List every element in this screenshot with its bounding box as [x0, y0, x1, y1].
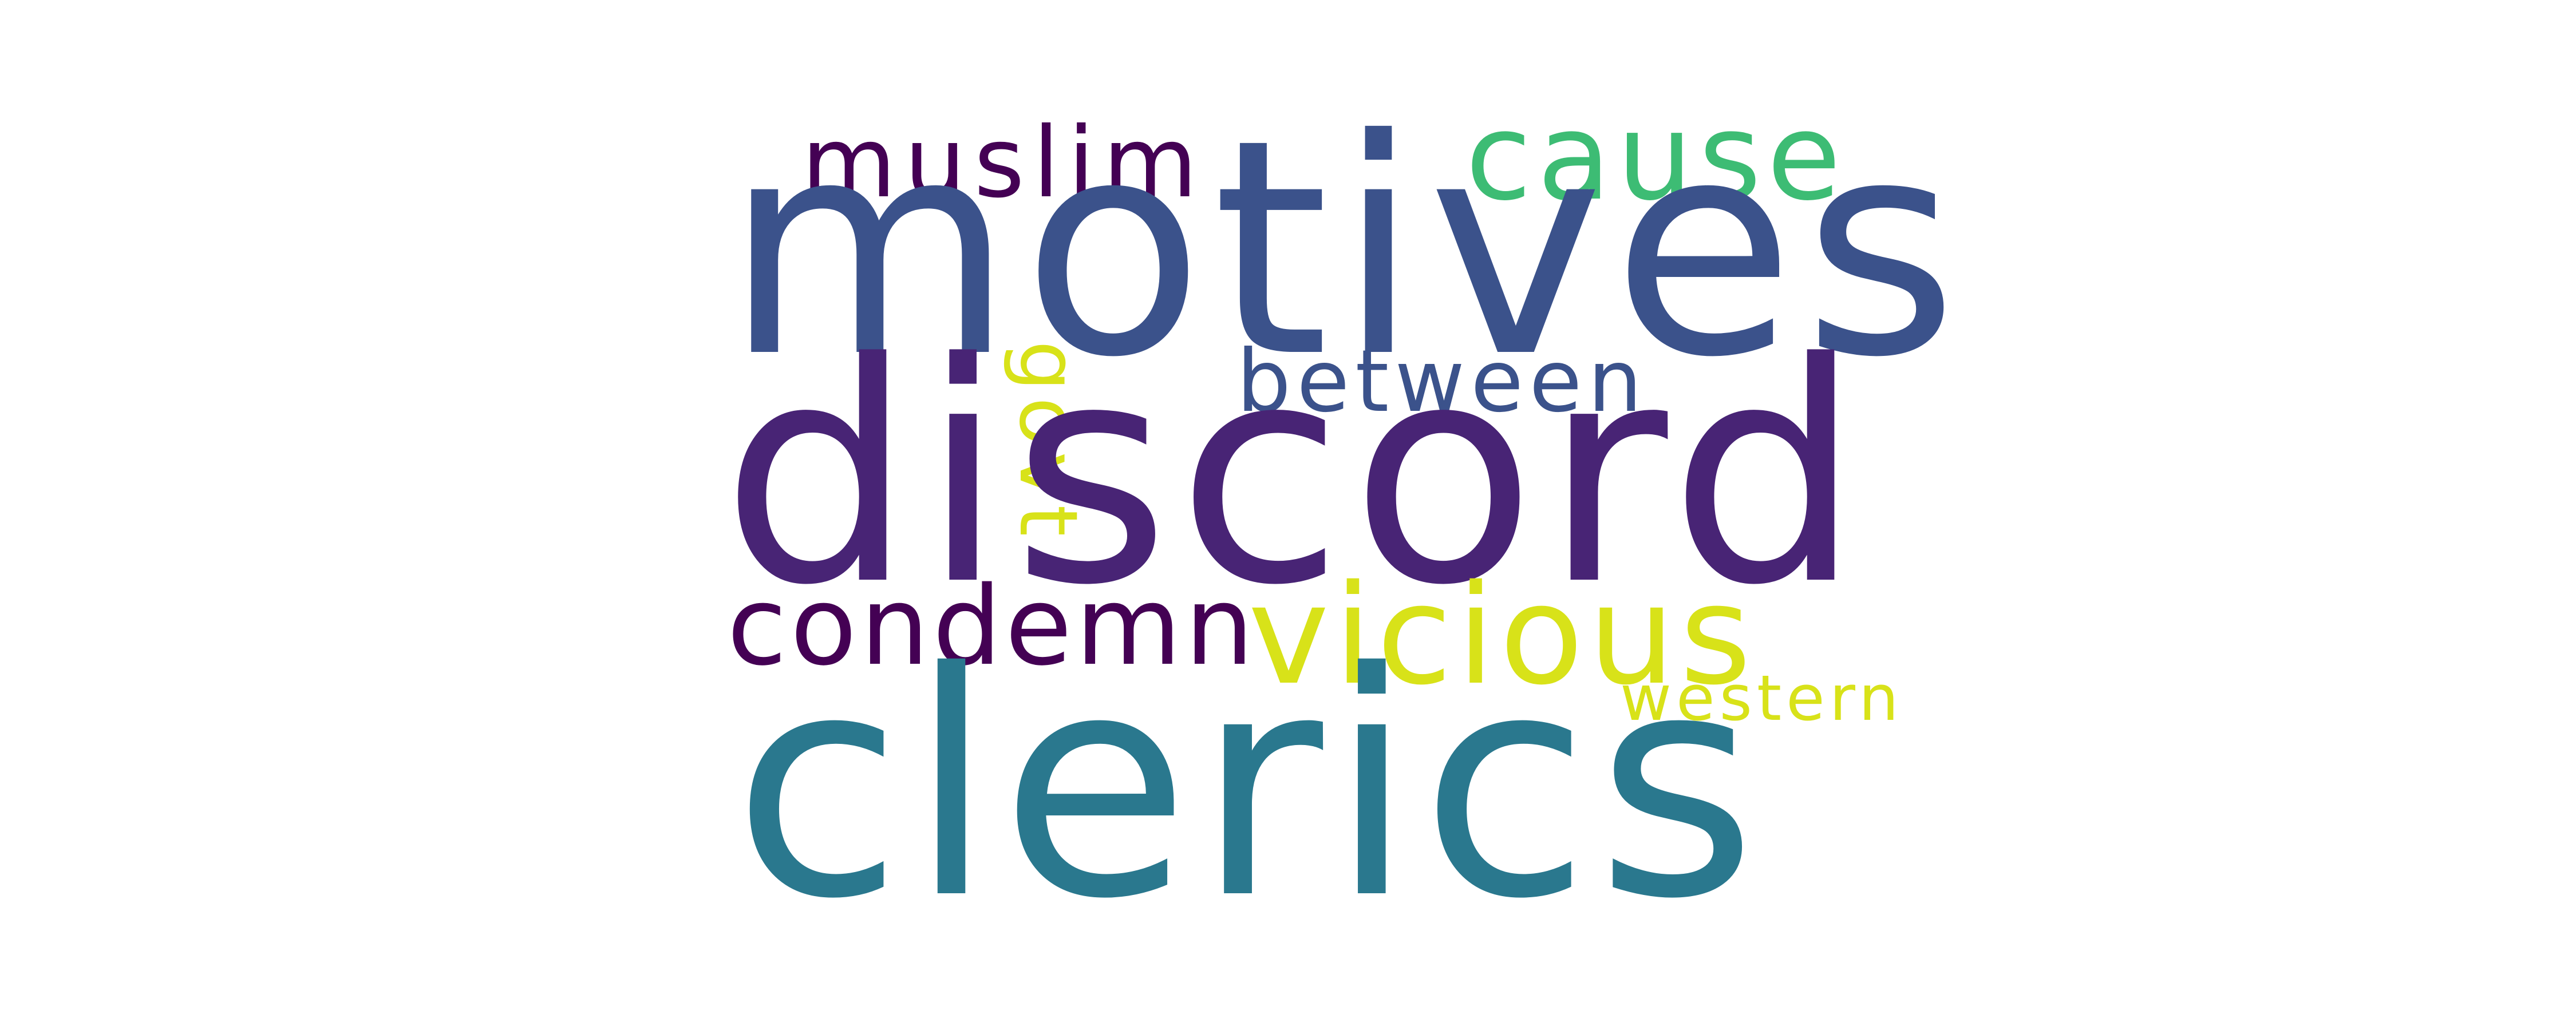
word-vicious: vicious	[1248, 555, 1756, 715]
word-condemn: condemn	[727, 563, 1258, 690]
word-between: between	[1236, 332, 1648, 431]
word-clerics: clerics	[733, 607, 1763, 966]
word-western: western	[1620, 661, 1903, 735]
word-govt: govt	[1001, 340, 1095, 542]
word-motives: motives	[724, 76, 1966, 422]
word-cause: cause	[1465, 87, 1847, 227]
word-muslim: muslim	[801, 106, 1206, 220]
word-discord: discord	[721, 298, 1869, 651]
